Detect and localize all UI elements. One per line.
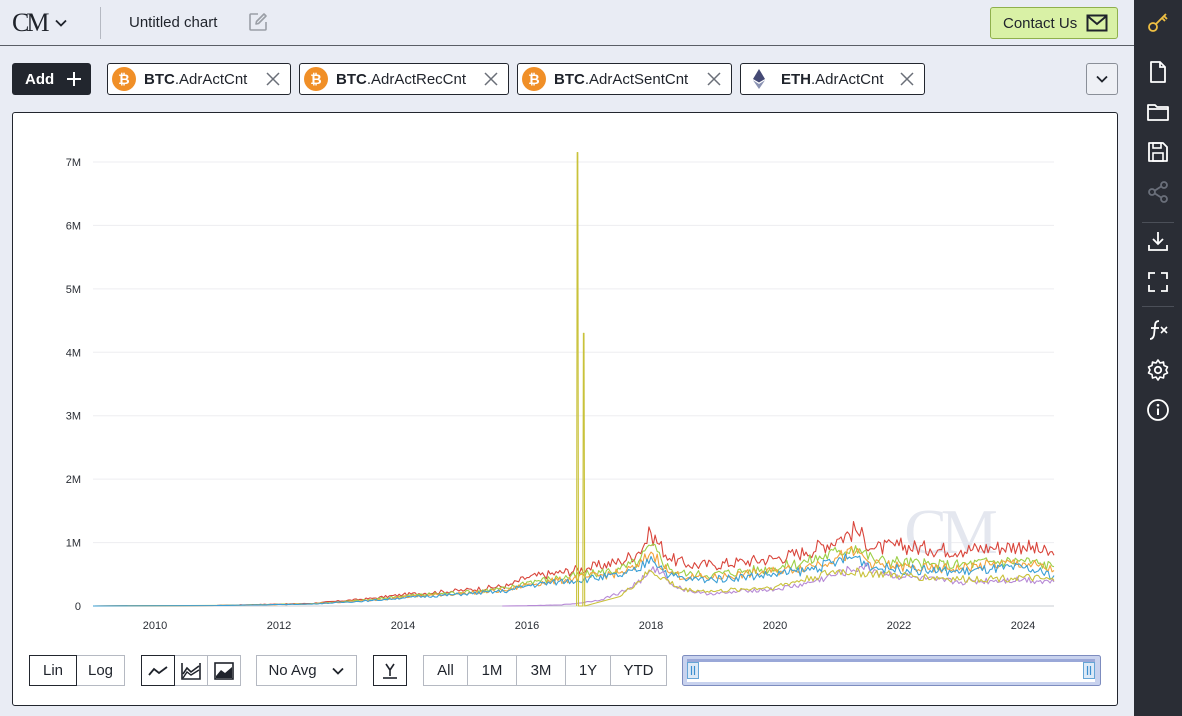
x-tick-label: 2016 xyxy=(515,620,539,632)
new-document-icon[interactable] xyxy=(1146,60,1170,84)
x-tick-label: 2018 xyxy=(639,620,663,632)
y-tick-label: 2M xyxy=(66,474,81,486)
x-tick-label: 2014 xyxy=(391,620,415,632)
chart-panel: 0 1M 2M 3M 4M 5M 6M 7M 2010 2012 2014 2016 2018 2020 2… xyxy=(12,112,1118,706)
range-buttons: All 1M 3M 1Y YTD xyxy=(423,655,667,686)
x-tick-label: 2012 xyxy=(267,620,291,632)
range-navigator[interactable] xyxy=(682,655,1101,686)
area-style-button[interactable] xyxy=(175,655,208,686)
range-ytd-button[interactable]: YTD xyxy=(611,655,667,686)
series-chip-btc-adractsentcnt[interactable]: ₿ BTC.AdrActSentCnt xyxy=(517,63,732,95)
toolbar-divider xyxy=(1142,306,1174,307)
y-tick-label: 6M xyxy=(66,220,81,232)
x-tick-label: 2022 xyxy=(887,620,911,632)
y-axis-button[interactable] xyxy=(373,655,407,686)
y-tick-label: 3M xyxy=(66,411,81,423)
series-chip-btc-adractcnt[interactable]: ₿ BTC.AdrActCnt xyxy=(107,63,291,95)
y-tick-label: 1M xyxy=(66,538,81,550)
bitcoin-icon: ₿ xyxy=(304,67,328,91)
series-chip-btc-adractreccnt[interactable]: ₿ BTC.AdrActRecCnt xyxy=(299,63,509,95)
right-toolbar xyxy=(1134,0,1182,716)
key-icon[interactable] xyxy=(1146,11,1170,35)
average-dropdown[interactable]: No Avg xyxy=(256,655,357,686)
bitcoin-icon: ₿ xyxy=(522,67,546,91)
series-chip-label: ETH.AdrActCnt xyxy=(781,70,884,88)
series-chip-eth-adractcnt[interactable]: ETH.AdrActCnt xyxy=(740,63,925,95)
contact-us-label: Contact Us xyxy=(1003,14,1078,32)
folder-icon[interactable] xyxy=(1146,100,1170,124)
y-tick-label: 0 xyxy=(75,601,81,613)
y-tick-label: 5M xyxy=(66,284,81,296)
chevron-down-icon xyxy=(1096,75,1108,83)
x-tick-label: 2020 xyxy=(763,620,787,632)
y-tick-label: 4M xyxy=(66,347,81,359)
line-chart-icon xyxy=(148,665,168,676)
add-label: Add xyxy=(25,70,55,88)
ethereum-icon xyxy=(747,67,771,91)
scale-lin-button[interactable]: Lin xyxy=(29,655,77,686)
formula-icon[interactable] xyxy=(1146,318,1170,342)
average-select[interactable]: No Avg xyxy=(256,655,357,686)
mountain-style-button[interactable] xyxy=(208,655,241,686)
series-line[interactable] xyxy=(92,520,1055,607)
average-label: No Avg xyxy=(268,662,317,679)
chevron-down-icon xyxy=(331,667,344,675)
y-axis-toggle xyxy=(373,655,407,686)
contact-us-button[interactable]: Contact Us xyxy=(990,7,1118,39)
info-icon[interactable] xyxy=(1146,398,1170,422)
remove-series-icon[interactable] xyxy=(900,72,914,86)
x-tick-label: 2010 xyxy=(143,620,167,632)
series-chip-label: BTC.AdrActRecCnt xyxy=(336,70,467,88)
share-icon xyxy=(1148,181,1168,203)
chevron-down-icon xyxy=(55,19,68,27)
expand-series-button[interactable] xyxy=(1086,63,1118,95)
logo: CM xyxy=(12,8,50,37)
chart-title[interactable]: Untitled chart xyxy=(129,14,218,31)
range-3m-button[interactable]: 3M xyxy=(517,655,566,686)
y-axis-icon xyxy=(383,663,397,679)
scale-toggle: Lin Log xyxy=(29,655,125,686)
toolbar-divider xyxy=(1142,222,1174,223)
app-menu[interactable]: CM xyxy=(12,8,82,38)
series-chip-label: BTC.AdrActCnt xyxy=(144,70,248,88)
navigator-right-handle[interactable] xyxy=(1083,662,1095,679)
remove-series-icon[interactable] xyxy=(707,72,721,86)
range-1y-button[interactable]: 1Y xyxy=(566,655,611,686)
chart-style-toggle xyxy=(141,655,241,686)
top-bar: CM Untitled chart Contact Us xyxy=(0,0,1134,46)
series-line[interactable] xyxy=(92,553,1055,607)
navigator-left-handle[interactable] xyxy=(687,662,699,679)
y-tick-label: 7M xyxy=(66,157,81,169)
range-all-button[interactable]: All xyxy=(423,655,468,686)
edit-icon[interactable] xyxy=(247,11,269,33)
range-1m-button[interactable]: 1M xyxy=(468,655,517,686)
series-line[interactable] xyxy=(576,151,1055,607)
series-chip-label: BTC.AdrActSentCnt xyxy=(554,70,689,88)
series-line[interactable] xyxy=(92,543,1055,607)
remove-series-icon[interactable] xyxy=(266,72,280,86)
fullscreen-icon[interactable] xyxy=(1146,270,1170,294)
scale-log-button[interactable]: Log xyxy=(77,655,125,686)
divider xyxy=(100,7,101,39)
area-chart-icon xyxy=(181,662,201,680)
mountain-chart-icon xyxy=(214,661,234,680)
save-icon[interactable] xyxy=(1146,140,1170,164)
add-series-button[interactable]: Add xyxy=(12,63,91,95)
line-style-button[interactable] xyxy=(141,655,175,686)
settings-icon[interactable] xyxy=(1146,358,1170,382)
series-line[interactable] xyxy=(502,562,1055,607)
line-chart[interactable]: 0 1M 2M 3M 4M 5M 6M 7M 2010 2012 2014 2016 2018 2020 2… xyxy=(13,113,1117,643)
navigator-track[interactable] xyxy=(682,655,1101,686)
download-icon[interactable] xyxy=(1146,229,1170,253)
bitcoin-icon: ₿ xyxy=(112,67,136,91)
mail-icon xyxy=(1086,14,1108,32)
remove-series-icon[interactable] xyxy=(484,72,498,86)
plus-icon xyxy=(67,72,82,86)
x-tick-label: 2024 xyxy=(1011,620,1035,632)
